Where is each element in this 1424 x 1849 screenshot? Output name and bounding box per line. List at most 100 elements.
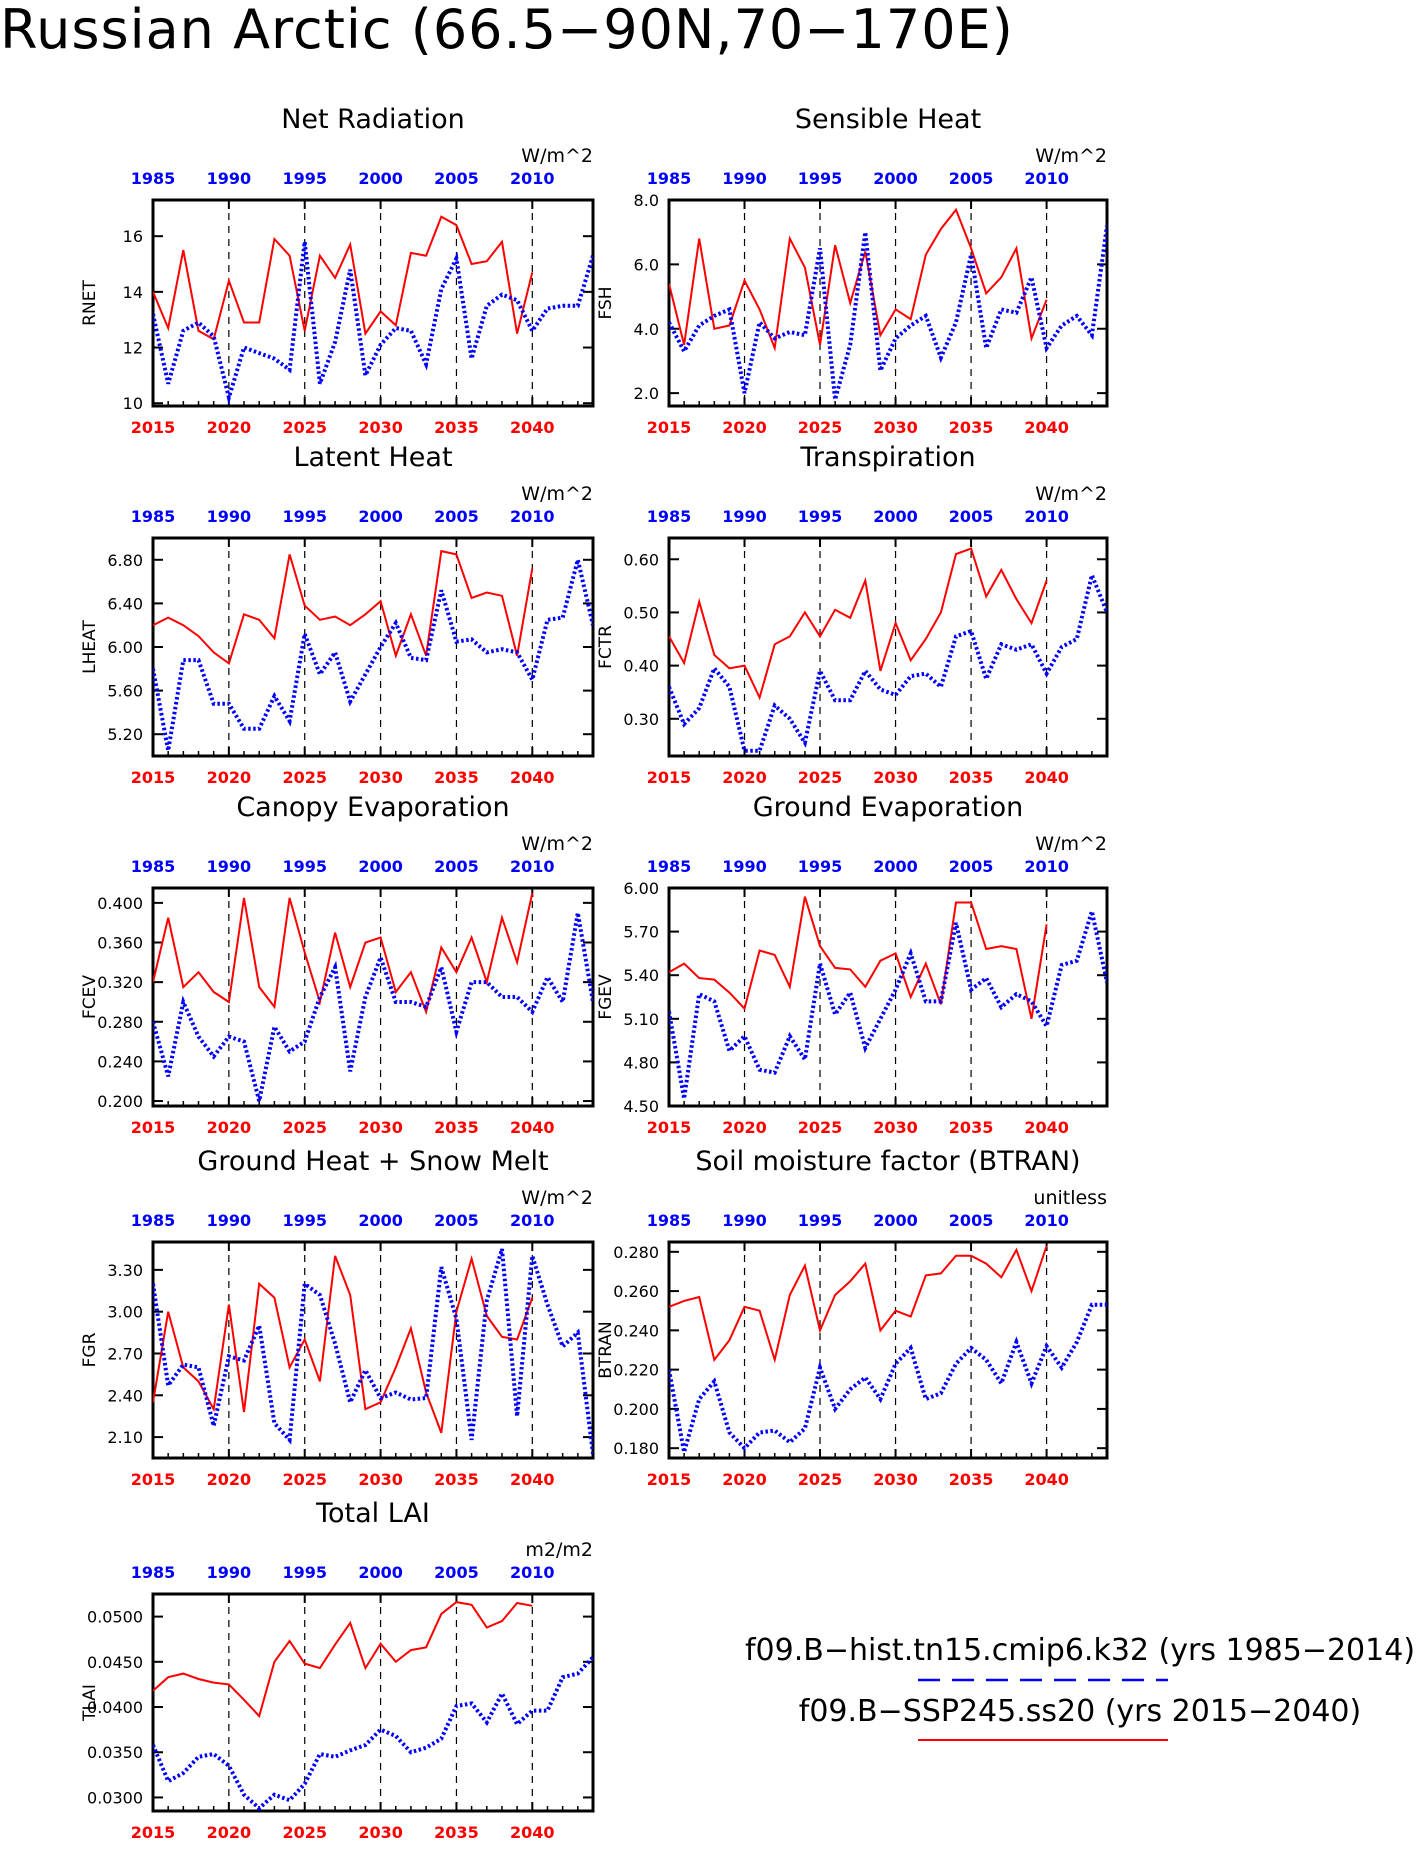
panel-3-x-top-tick-label: 1995 bbox=[282, 507, 327, 526]
panel-8-x-bottom-tick-label: 2035 bbox=[949, 1470, 994, 1489]
panel-2-y-tick-label: 2.0 bbox=[634, 384, 659, 403]
panel-9-x-top-tick-label: 1985 bbox=[131, 1563, 176, 1582]
panel-6-x-bottom-tick-label: 2020 bbox=[722, 1118, 767, 1137]
panel-1-units: W/m^2 bbox=[521, 145, 593, 167]
panel-5-x-top-tick-label: 2005 bbox=[434, 857, 479, 876]
panel-2-y-tick-label: 4.0 bbox=[634, 320, 659, 339]
panel-9-y-tick-label: 0.0400 bbox=[87, 1698, 143, 1717]
panel-5-x-bottom-tick-label: 2020 bbox=[207, 1118, 252, 1137]
panel-7-x-top-tick-label: 1995 bbox=[282, 1211, 327, 1230]
panel-6-x-bottom-tick-label: 2025 bbox=[798, 1118, 843, 1137]
panel-9-frame bbox=[151, 1592, 595, 1813]
panel-3-y-tick-label: 5.20 bbox=[107, 725, 143, 744]
panel-9-x-bottom-tick-label: 2040 bbox=[510, 1823, 555, 1842]
panel-3-x-top-tick-label: 1985 bbox=[131, 507, 176, 526]
panel-5-y-tick-label: 0.400 bbox=[97, 894, 143, 913]
panel-2-series-hist-line bbox=[669, 225, 1107, 401]
panel-8-title: Soil moisture factor (BTRAN) bbox=[695, 1146, 1080, 1177]
panel-5-x-top-tick-label: 1990 bbox=[207, 857, 252, 876]
panel-6-title: Ground Evaporation bbox=[753, 792, 1024, 823]
panel-2-x-bottom-tick-label: 2030 bbox=[873, 418, 918, 437]
panel-7-x-top-tick-label: 1985 bbox=[131, 1211, 176, 1230]
panel-2-x-bottom-tick-label: 2015 bbox=[647, 418, 692, 437]
panel-2-y-axis-label: FSH bbox=[596, 286, 616, 319]
panel-6-x-bottom-tick-label: 2015 bbox=[647, 1118, 692, 1137]
panel-7-units: W/m^2 bbox=[521, 1187, 593, 1209]
panel-1-x-bottom-tick-label: 2040 bbox=[510, 418, 555, 437]
panel-4-x-bottom-tick-label: 2015 bbox=[647, 768, 692, 787]
panel-5-x-top-tick-label: 1985 bbox=[131, 857, 176, 876]
panel-7-x-top-tick-label: 2000 bbox=[358, 1211, 403, 1230]
panel-4-x-bottom-tick-label: 2025 bbox=[798, 768, 843, 787]
panel-3-x-top-tick-label: 1990 bbox=[207, 507, 252, 526]
panel-3-x-bottom-tick-label: 2040 bbox=[510, 768, 555, 787]
panel-9-y-axis-label: TLAI bbox=[80, 1684, 100, 1722]
panel-5-series-ssp-line bbox=[153, 892, 534, 1016]
panel-4-x-bottom-tick-label: 2030 bbox=[873, 768, 918, 787]
panel-3-x-bottom-tick-label: 2025 bbox=[282, 768, 327, 787]
panel-8-y-tick-label: 0.220 bbox=[613, 1361, 659, 1380]
panel-8-x-top-tick-label: 2005 bbox=[949, 1211, 994, 1230]
panel-5-frame bbox=[151, 886, 595, 1108]
panel-3-y-axis-label: LHEAT bbox=[80, 620, 100, 674]
panel-4-title: Transpiration bbox=[799, 442, 975, 473]
legend-hist-label: f09.B−hist.tn15.cmip6.k32 (yrs 1985−2014… bbox=[745, 1633, 1415, 1668]
panel-5-y-tick-label: 0.360 bbox=[97, 934, 143, 953]
panel-2-y-tick-label: 8.0 bbox=[634, 191, 659, 210]
panel-8-x-bottom-tick-label: 2025 bbox=[798, 1470, 843, 1489]
panel-4-x-top-tick-label: 1990 bbox=[722, 507, 767, 526]
panel-4-x-top-tick-label: 1995 bbox=[798, 507, 843, 526]
panel-7-x-top-tick-label: 2005 bbox=[434, 1211, 479, 1230]
panel-6-x-top-tick-label: 2005 bbox=[949, 857, 994, 876]
panel-5-x-bottom-tick-label: 2030 bbox=[358, 1118, 403, 1137]
panel-7-title: Ground Heat + Snow Melt bbox=[197, 1146, 548, 1177]
panel-8-x-top-tick-label: 2000 bbox=[873, 1211, 918, 1230]
panel-4-series-ssp-line bbox=[669, 547, 1048, 701]
panel-4-y-tick-label: 0.40 bbox=[623, 657, 659, 676]
panel-9-y-tick-label: 0.0300 bbox=[87, 1788, 143, 1807]
panel-6-x-bottom-tick-label: 2035 bbox=[949, 1118, 994, 1137]
panel-6-y-tick-label: 6.00 bbox=[623, 879, 659, 898]
panel-4-x-top-tick-label: 2010 bbox=[1024, 507, 1069, 526]
panel-8-x-bottom-tick-label: 2030 bbox=[873, 1470, 918, 1489]
panel-4-y-tick-label: 0.30 bbox=[623, 710, 659, 729]
panel-1-x-top-tick-label: 1990 bbox=[207, 169, 252, 188]
panel-5-x-bottom-tick-label: 2040 bbox=[510, 1118, 555, 1137]
panel-4-y-axis-label: FCTR bbox=[596, 625, 616, 669]
panel-2-x-bottom-tick-label: 2040 bbox=[1024, 418, 1069, 437]
panel-1-series-ssp-line bbox=[153, 215, 534, 341]
panel-1-x-bottom-tick-label: 2020 bbox=[207, 418, 252, 437]
panel-9-x-bottom-tick-label: 2035 bbox=[434, 1823, 479, 1842]
panel-9-x-top-tick-label: 2000 bbox=[358, 1563, 403, 1582]
panel-3-x-bottom-tick-label: 2035 bbox=[434, 768, 479, 787]
panel-3-series-ssp-line bbox=[153, 549, 534, 666]
panel-7-x-top-tick-label: 1990 bbox=[207, 1211, 252, 1230]
panel-8-x-top-tick-label: 2010 bbox=[1024, 1211, 1069, 1230]
panel-3-x-top-tick-label: 2005 bbox=[434, 507, 479, 526]
panel-6-y-tick-label: 5.70 bbox=[623, 923, 659, 942]
panel-9-series-ssp-line bbox=[153, 1601, 533, 1719]
panel-8-x-top-tick-label: 1995 bbox=[798, 1211, 843, 1230]
panel-4-x-top-tick-label: 1985 bbox=[647, 507, 692, 526]
panel-9-x-bottom-tick-label: 2020 bbox=[207, 1823, 252, 1842]
panel-3-y-tick-label: 5.60 bbox=[107, 682, 143, 701]
panel-5-x-bottom-tick-label: 2035 bbox=[434, 1118, 479, 1137]
panel-8-x-bottom-tick-label: 2015 bbox=[647, 1470, 692, 1489]
panel-1-title: Net Radiation bbox=[281, 104, 465, 135]
panel-1-x-top-tick-label: 2000 bbox=[358, 169, 403, 188]
panel-6-x-top-tick-label: 1990 bbox=[722, 857, 767, 876]
panel-8-x-top-tick-label: 1990 bbox=[722, 1211, 767, 1230]
panel-2-x-top-tick-label: 2000 bbox=[873, 169, 918, 188]
panel-3-frame bbox=[151, 536, 595, 758]
panel-9-x-top-tick-label: 2010 bbox=[510, 1563, 555, 1582]
panel-4-x-bottom-tick-label: 2020 bbox=[722, 768, 767, 787]
panel-8-series-hist-line bbox=[669, 1302, 1107, 1453]
panel-9-x-top-tick-label: 1995 bbox=[282, 1563, 327, 1582]
panel-3-y-tick-label: 6.40 bbox=[107, 594, 143, 613]
panel-8-y-tick-label: 0.180 bbox=[613, 1439, 659, 1458]
panel-1-x-bottom-tick-label: 2030 bbox=[358, 418, 403, 437]
panel-9-y-tick-label: 0.0500 bbox=[87, 1608, 143, 1627]
panel-5-x-top-tick-label: 2000 bbox=[358, 857, 403, 876]
panel-8-y-tick-label: 0.200 bbox=[613, 1400, 659, 1419]
panel-7-y-tick-label: 2.10 bbox=[107, 1428, 143, 1447]
